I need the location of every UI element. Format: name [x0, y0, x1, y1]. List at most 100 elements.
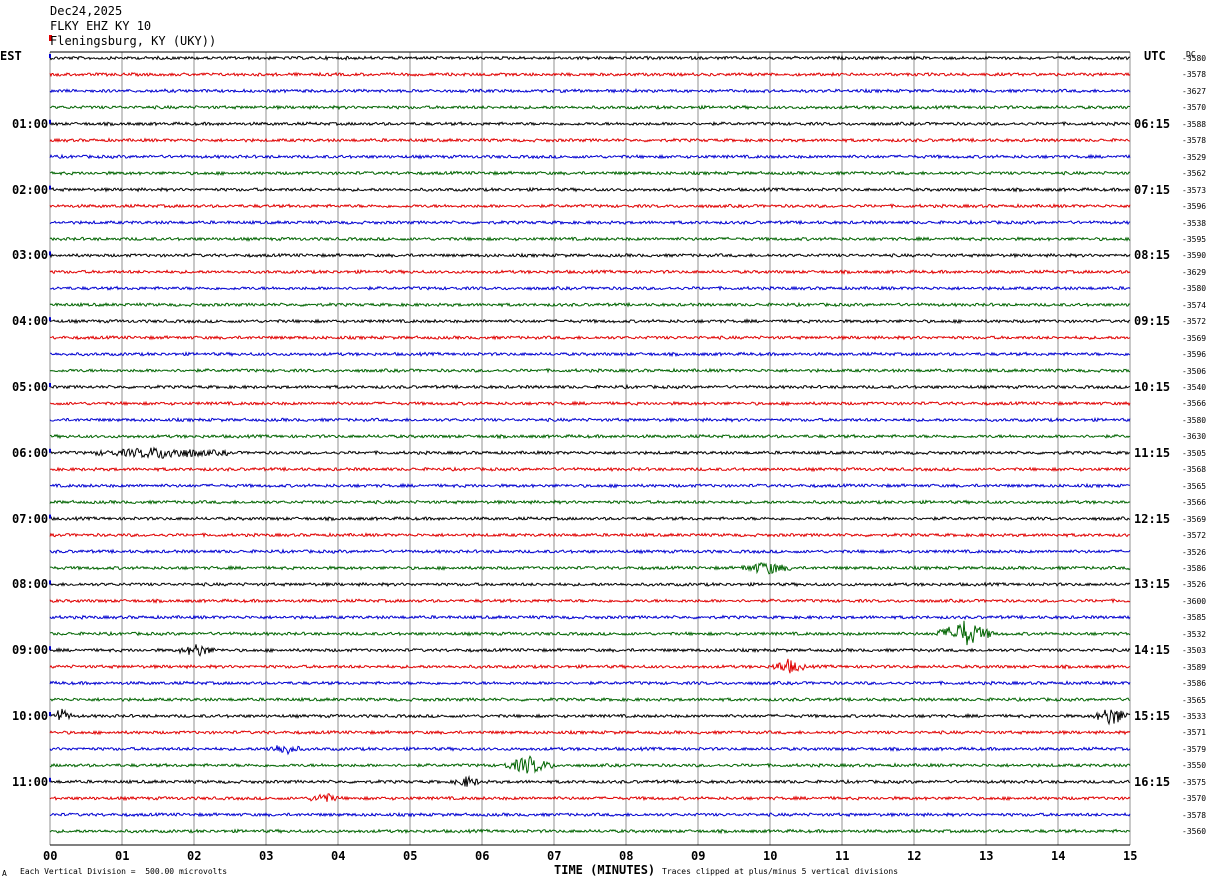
trace-row-47 [49, 828, 1131, 835]
trace-row-13 [49, 269, 1131, 275]
trace-row-3 [49, 104, 1130, 111]
x-tick-label: 07 [547, 849, 562, 863]
row-start-marker-0 [49, 54, 51, 58]
corner-mark: A [2, 869, 7, 878]
row-start-marker-36 [49, 646, 51, 651]
header-location: Fleningsburg, KY (UKY)) [50, 34, 217, 48]
left-hour-label: 02:00 [12, 182, 49, 197]
x-tick-label: 03 [259, 849, 274, 863]
dc-offset-value: -3595 [1182, 234, 1207, 244]
dc-offset-value: -3585 [1182, 613, 1207, 623]
trace-row-41 [49, 729, 1131, 736]
dc-offset-value: -3526 [1182, 580, 1207, 590]
dc-offset-value: -3578 [1182, 70, 1207, 80]
dc-offset-value: -3566 [1182, 498, 1207, 508]
left-hour-label: 09:00 [12, 643, 49, 658]
trace-row-36 [49, 644, 1131, 657]
trace-row-16 [49, 318, 1131, 325]
dc-offset-value: -3572 [1182, 531, 1207, 541]
start-marker [49, 35, 52, 41]
dc-offset-value: -3580 [1182, 54, 1207, 63]
trace-row-40 [49, 708, 1131, 726]
trace-row-4 [49, 121, 1131, 127]
trace-row-12 [49, 252, 1131, 259]
row-start-marker-12 [49, 251, 51, 256]
dc-offset-value: -3505 [1182, 448, 1207, 458]
trace-row-27 [49, 499, 1131, 506]
row-start-marker-4 [49, 119, 51, 124]
right-hour-label: 10:15 [1134, 380, 1171, 394]
grid-lines [49, 51, 1131, 846]
trace-row-9 [49, 203, 1131, 209]
x-tick-label: 15 [1123, 849, 1138, 863]
trace-row-22 [49, 416, 1131, 423]
x-tick-label: 11 [835, 849, 850, 863]
dc-offset-value: -3572 [1182, 317, 1207, 327]
trace-row-43 [49, 755, 1131, 774]
left-hour-label: 08:00 [12, 577, 49, 592]
trace-row-44 [49, 775, 1131, 787]
dc-offset-value: -3574 [1182, 300, 1207, 310]
trace-row-35 [49, 620, 1131, 646]
row-start-marker-32 [49, 580, 51, 585]
trace-row-8 [49, 186, 1131, 193]
trace-row-18 [50, 351, 1131, 358]
right-hour-label: 06:15 [1134, 116, 1171, 131]
dc-offset-value: -3503 [1182, 646, 1207, 656]
x-tick-label: 08 [619, 849, 634, 863]
trace-row-30 [49, 548, 1131, 555]
dc-offset-value: -3580 [1182, 415, 1207, 425]
dc-offset-value: -3596 [1182, 350, 1207, 360]
x-tick-label: 00 [43, 849, 58, 863]
right-timezone-label: UTC [1144, 49, 1166, 63]
dc-offset-value: -3578 [1182, 136, 1207, 146]
x-tick-label: 06 [475, 849, 490, 863]
dc-offset-value: -3590 [1182, 251, 1207, 261]
trace-row-0 [49, 54, 1131, 61]
right-hour-label: 13:15 [1134, 577, 1171, 592]
dc-offset-value: -3630 [1182, 432, 1207, 442]
dc-offset-value: -3538 [1182, 218, 1207, 228]
event-markers [49, 35, 52, 782]
row-start-marker-20 [49, 383, 51, 387]
dc-offset-value: -3560 [1182, 827, 1207, 837]
dc-offset-value: -3540 [1182, 383, 1207, 392]
dc-offset-value: -3570 [1182, 103, 1207, 113]
left-hour-label: 07:00 [12, 511, 49, 526]
dc-offset-value: -3589 [1182, 662, 1207, 672]
trace-row-2 [49, 87, 1131, 94]
right-hour-label: 07:15 [1134, 182, 1171, 197]
trace-row-15 [49, 301, 1131, 308]
dc-offset-value: -3579 [1182, 744, 1207, 754]
left-hour-label: 03:00 [12, 248, 49, 263]
right-hour-label: 15:15 [1134, 709, 1171, 723]
trace-row-38 [49, 680, 1131, 686]
x-tick-label: 05 [403, 849, 418, 863]
trace-row-45 [49, 793, 1131, 802]
x-tick-label: 01 [115, 849, 130, 863]
trace-row-19 [49, 367, 1130, 374]
trace-row-21 [49, 400, 1131, 407]
dc-offset-value: -3580 [1182, 284, 1207, 294]
trace-row-28 [49, 515, 1131, 522]
left-hour-label: 10:00 [12, 709, 49, 723]
trace-row-39 [49, 696, 1131, 703]
trace-row-37 [49, 658, 1131, 674]
x-tick-label: 12 [907, 849, 922, 863]
trace-row-32 [49, 581, 1131, 588]
trace-row-33 [49, 598, 1131, 604]
right-hour-label: 12:15 [1134, 511, 1171, 526]
left-hour-label: 11:00 [12, 774, 49, 789]
dc-offset-value: -3565 [1182, 695, 1207, 705]
right-hour-label: 09:15 [1134, 314, 1171, 329]
row-start-marker-44 [49, 777, 51, 782]
trace-row-24 [49, 446, 1131, 459]
trace-row-20 [49, 383, 1131, 390]
dc-offset-value: -3629 [1182, 267, 1207, 277]
x-tick-label: 10 [763, 849, 778, 863]
right-hour-label: 14:15 [1134, 643, 1171, 658]
trace-row-31 [49, 562, 1131, 575]
clip-note: Traces clipped at plus/minus 5 vertical … [662, 867, 899, 876]
dc-offset-value: -3578 [1182, 810, 1207, 820]
trace-row-29 [49, 532, 1130, 538]
